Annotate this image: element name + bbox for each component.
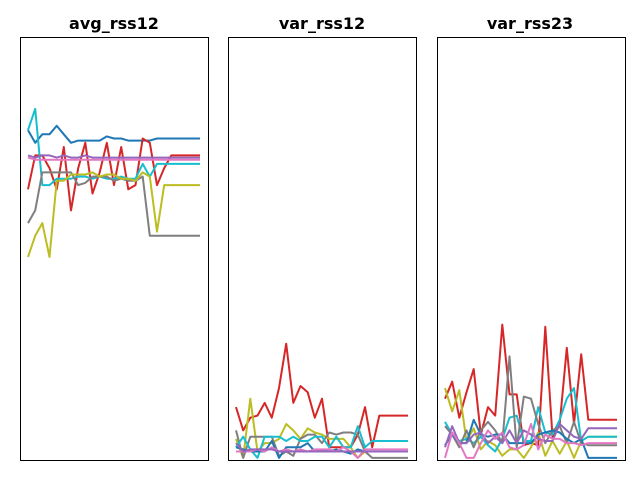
panel-avg-rss12: avg_rss12: [20, 14, 209, 461]
series-line-5: [444, 418, 617, 459]
series-line-6: [444, 423, 617, 448]
axes-frame-var-rss23: [437, 37, 626, 461]
panel-var-rss23: var_rss23: [437, 14, 626, 461]
series-line-6: [27, 154, 200, 159]
series-line-7: [235, 442, 408, 453]
panel-title-avg-rss12: avg_rss12: [69, 14, 159, 33]
series-line-1: [27, 124, 200, 144]
series-group-var-rss12: [235, 342, 408, 459]
panel-var-rss12: var_rss12: [228, 14, 417, 461]
series-line-1: [235, 342, 408, 449]
axes-frame-var-rss12: [228, 37, 417, 461]
series-line-6: [236, 446, 408, 459]
series-line-4: [444, 355, 617, 449]
series-line-3: [27, 107, 200, 187]
series-line-7: [27, 156, 200, 161]
series-line-4: [27, 171, 200, 237]
series-line-7: [444, 423, 617, 459]
panel-title-var-rss23: var_rss23: [487, 14, 573, 33]
panel-title-var-rss12: var_rss12: [279, 14, 365, 33]
axes-frame-avg-rss12: [20, 37, 209, 461]
series-group-var-rss23: [444, 323, 617, 459]
series-line-5: [27, 171, 200, 258]
series-line-3: [444, 387, 617, 453]
series-line-4: [235, 425, 408, 459]
series-group-avg-rss12: [27, 107, 200, 258]
